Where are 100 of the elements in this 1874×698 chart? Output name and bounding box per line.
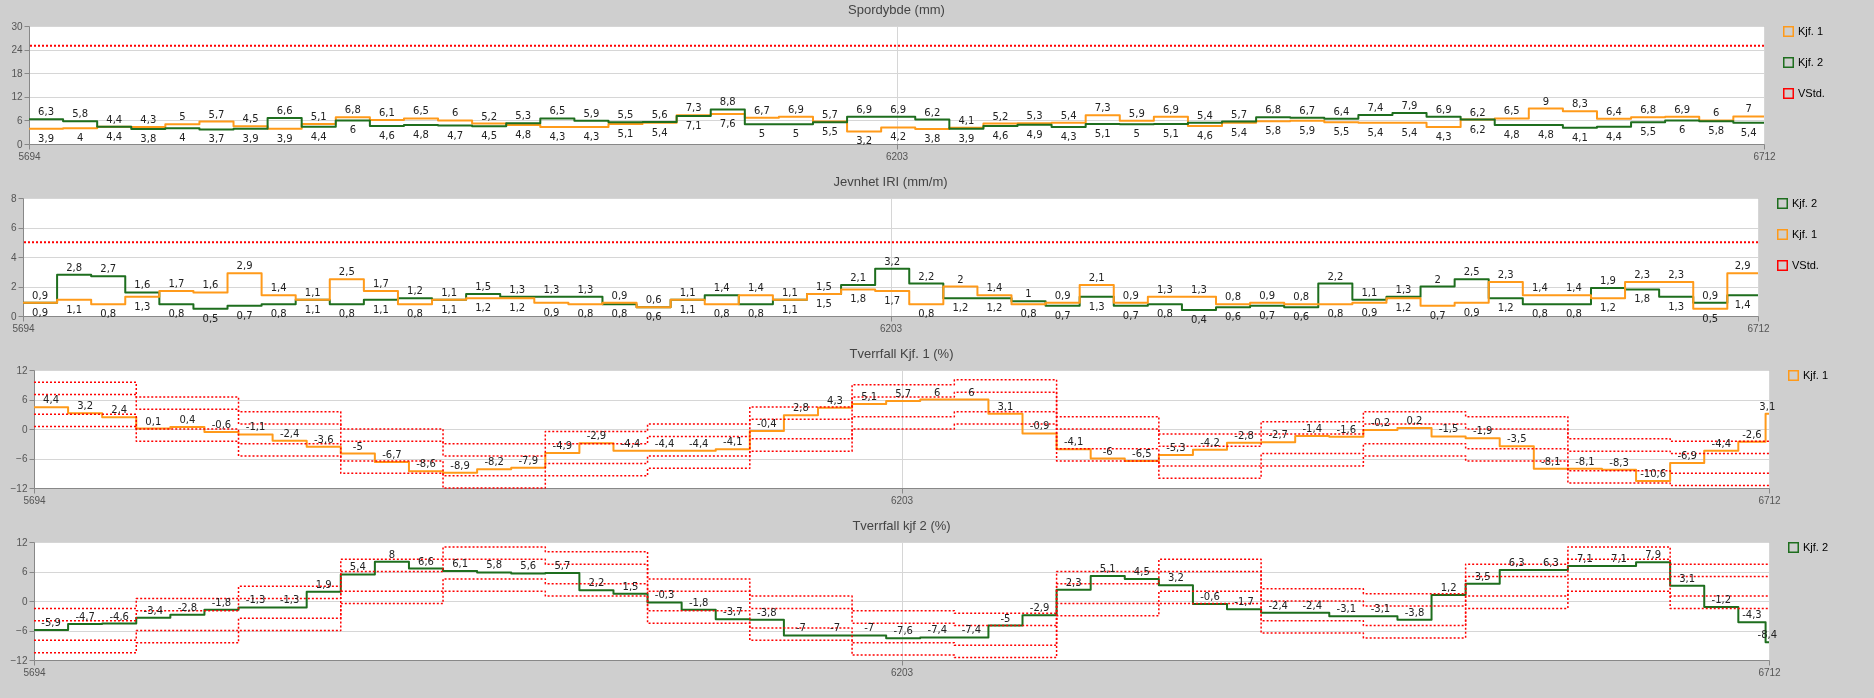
data-label: -8,6 (416, 458, 436, 470)
y-tick-label: 0 (21, 423, 28, 435)
x-tick-label: 6203 (885, 150, 909, 162)
data-label: 1,4 (1734, 299, 1751, 311)
data-label: 6,5 (413, 105, 429, 117)
data-label: -1,1 (245, 421, 266, 433)
data-label: 1,2 (1600, 302, 1616, 314)
data-label: 2,1 (850, 272, 867, 284)
data-label: 6,9 (1162, 103, 1179, 115)
data-label: 6,1 (378, 107, 395, 119)
data-label: -0,3 (654, 589, 675, 601)
data-label: 5,7 (554, 559, 571, 571)
data-label: 0,7 (236, 309, 253, 321)
data-label: 0,9 (32, 289, 48, 301)
data-label: 1,4 (747, 282, 764, 294)
data-label: 1,2 (1395, 302, 1412, 314)
data-label: 4,8 (515, 129, 532, 141)
data-label: 5,8 (486, 559, 503, 571)
data-label: 7,4 (1367, 101, 1384, 113)
legend-label: VStd. (1798, 86, 1825, 99)
data-label: 0,5 (202, 312, 219, 324)
data-label: -3,7 (723, 606, 743, 618)
data-label: 1,4 (270, 282, 287, 294)
data-label: 4,1 (958, 114, 975, 126)
data-label: 1,4 (986, 282, 1003, 294)
data-label: 5 (758, 128, 766, 140)
y-tick-label: 6 (16, 114, 23, 126)
data-label: 7,1 (1611, 553, 1627, 565)
data-label: 5,8 (1708, 125, 1725, 137)
data-label: -7,4 (961, 624, 982, 636)
data-label: 1,2 (952, 302, 969, 314)
data-label: -1,4 (1302, 422, 1322, 434)
data-label: -5 (352, 440, 363, 452)
data-label: 6,2 (1469, 123, 1486, 135)
y-tick-label: 12 (11, 91, 23, 103)
data-label: 0,6 (645, 311, 662, 323)
data-label: 0,6 (1293, 311, 1310, 323)
x-tick-label: 5694 (23, 494, 47, 506)
data-label: -8,1 (1541, 455, 1561, 467)
data-label: 3,9 (242, 132, 259, 144)
data-label: 1,1 (441, 303, 458, 315)
data-label: 1,3 (1088, 300, 1105, 312)
data-label: 5,8 (72, 108, 89, 120)
data-label: 6,8 (1265, 104, 1282, 116)
data-label: 1,3 (577, 283, 594, 295)
data-label: -1,3 (245, 594, 266, 606)
data-label: 3,5 (1474, 570, 1491, 582)
data-label: 1,1 (372, 303, 389, 315)
data-label: 0,5 (1702, 312, 1719, 324)
data-label: -2,9 (586, 430, 607, 442)
data-label: 5,9 (1128, 107, 1145, 119)
x-tick-label: 6203 (879, 322, 903, 334)
x-tick-label: 6712 (1753, 150, 1777, 162)
data-label: 5,7 (822, 108, 838, 120)
data-label: 0,9 (32, 306, 48, 318)
data-label: 4 (76, 132, 84, 144)
data-label: 2,3 (1497, 269, 1514, 281)
data-label: 6 (451, 107, 459, 119)
y-tick-label: 8 (10, 192, 17, 204)
data-label: 2,7 (100, 263, 117, 275)
data-label: 6,4 (1606, 105, 1622, 117)
data-label: 6,6 (276, 105, 293, 117)
data-label: -4,4 (688, 437, 709, 449)
data-label: 5,1 (1094, 127, 1111, 139)
chart-title: Spordybde (mm) (848, 2, 945, 17)
data-label: 5,9 (583, 107, 600, 119)
data-label: 1,3 (1156, 283, 1173, 295)
y-tick-label: 0 (21, 595, 28, 607)
data-label: 7,3 (685, 102, 702, 114)
x-tick-label: 6712 (1758, 494, 1782, 506)
data-label: 4,6 (992, 129, 1009, 141)
data-label: 1,2 (509, 302, 526, 314)
data-label: 4,8 (1503, 129, 1520, 141)
data-label: 8,8 (719, 96, 736, 108)
data-label: 5,4 (1740, 126, 1757, 138)
data-label: 5,4 (1231, 126, 1248, 138)
y-tick-label: 12 (16, 364, 28, 376)
data-label: -0,6 (211, 418, 232, 430)
data-label: 3,1 (997, 400, 1014, 412)
data-label: 1,5 (816, 280, 832, 292)
data-label: 1,1 (304, 286, 321, 298)
data-label: 2,5 (338, 266, 355, 278)
data-label: -8,2 (484, 456, 504, 468)
data-label: -3,4 (143, 604, 164, 616)
data-label: 0,8 (1020, 308, 1037, 320)
data-label: 5,1 (861, 390, 878, 402)
data-label: -7 (864, 622, 875, 634)
data-label: 0,7 (1122, 309, 1139, 321)
data-label: 4,1 (1571, 131, 1588, 143)
data-label: 4,4 (1606, 130, 1622, 142)
data-label: 0,9 (1361, 306, 1378, 318)
data-label: 0,8 (1327, 308, 1344, 320)
y-tick-label: 18 (11, 67, 23, 79)
data-label: -3,8 (1404, 606, 1425, 618)
data-label: 1,2 (986, 302, 1003, 314)
data-label: 6 (1713, 107, 1720, 119)
data-label: 5,4 (1197, 109, 1213, 121)
data-label: 1,1 (679, 303, 696, 315)
data-label: 2,4 (111, 404, 128, 416)
data-label: 0,8 (918, 308, 935, 320)
